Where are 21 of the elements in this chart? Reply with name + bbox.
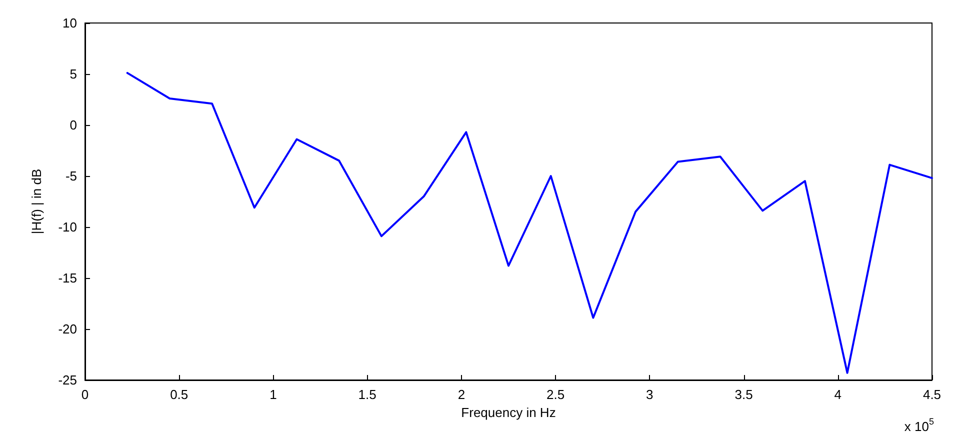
y-tick-label: -25 [58,372,77,388]
x-tick-label: 0.5 [170,387,188,402]
x-tick-label: 4 [834,387,842,402]
line-series [126,72,933,374]
y-tick-label: -20 [58,322,77,336]
x-tick-label: 2.5 [546,387,565,402]
y-tick-label: 0 [70,118,77,132]
x-tick-label: 3.5 [734,387,753,402]
x-tick-label: 1.5 [358,387,376,402]
x-tick-label: 4.5 [922,387,942,402]
x-tick-label: 2 [458,387,466,402]
x-tick-label: 0 [81,387,89,402]
x-tick-label: 1 [270,387,277,402]
y-tick-label: -5 [65,168,77,184]
x-axis-title: Frequency in Hz [461,405,556,420]
x-tick-label: 3 [646,387,654,402]
y-tick-label: -15 [58,270,77,286]
y-tick-label: 5 [70,66,77,82]
y-tick-label: -10 [58,220,77,234]
y-axis-title: |H(f) | in dB [29,168,44,234]
y-tick-label: 10 [62,16,77,30]
